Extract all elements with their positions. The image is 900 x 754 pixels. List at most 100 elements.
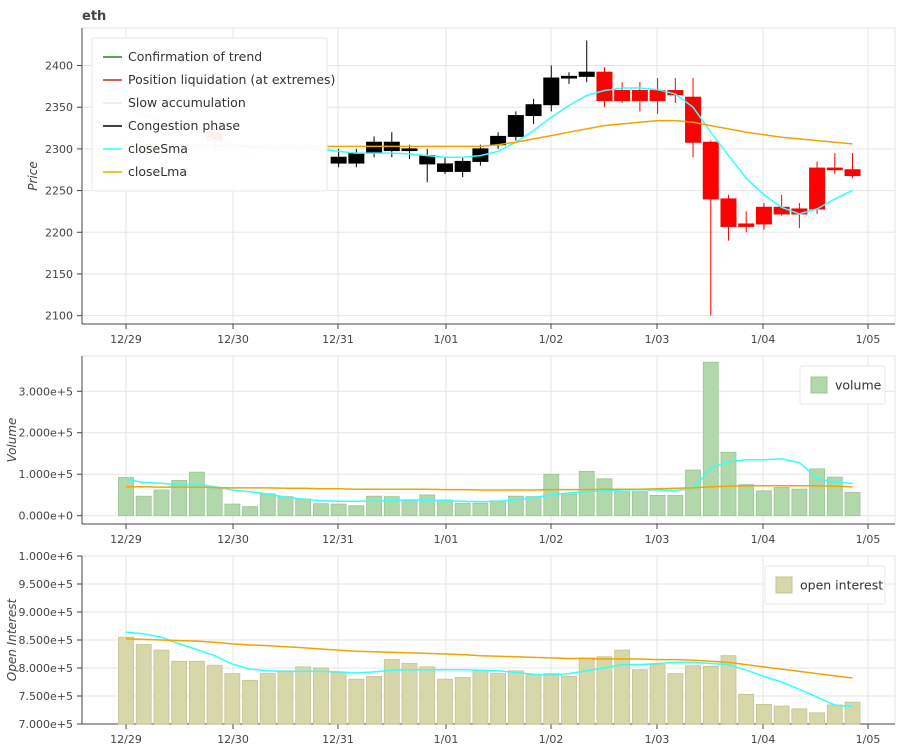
x-tick-label: 1/03: [645, 333, 670, 346]
open-interest-bar: [295, 666, 312, 725]
x-tick-label: 1/04: [751, 733, 776, 746]
candle-body: [561, 75, 577, 79]
y-tick-label: 1.000e+5: [19, 468, 73, 481]
open-interest-bar: [313, 667, 329, 725]
volume-bar: [153, 489, 170, 517]
open-interest-bar: [631, 669, 648, 725]
x-tick-label: 1/01: [434, 733, 459, 746]
open-interest-bar: [756, 704, 772, 725]
x-tick-label: 1/01: [434, 533, 459, 546]
open-interest-bar: [702, 665, 719, 725]
candle-body: [685, 96, 702, 143]
open-interest-bar: [188, 660, 205, 725]
x-tick-label: 12/29: [110, 333, 142, 346]
x-tick-label: 1/02: [539, 333, 564, 346]
open-interest-bar: [826, 704, 843, 725]
y-tick-label: 3.000e+5: [19, 385, 73, 398]
x-tick-label: 12/30: [217, 733, 249, 746]
candle-body: [773, 206, 790, 215]
open-interest-bar: [118, 636, 134, 725]
volume-bar: [348, 505, 365, 517]
x-tick-label: 1/02: [539, 533, 564, 546]
candle-body: [702, 141, 719, 200]
volume-bar: [118, 477, 134, 517]
volume-bar: [791, 488, 808, 517]
open-interest-bar: [561, 676, 577, 725]
closeLma-line-volume: [126, 485, 853, 491]
candle-body: [507, 115, 524, 137]
candle-body: [844, 169, 861, 177]
open-interest-bar: [437, 678, 453, 725]
volume-bar: [472, 502, 489, 517]
open-interest-legend: [764, 565, 886, 605]
open-interest-bar: [171, 660, 188, 725]
candle-body: [366, 141, 383, 154]
y-tick-label: 2350: [45, 101, 73, 114]
open-interest-bar: [809, 712, 825, 725]
closeLma-line-oi: [125, 638, 853, 679]
y-tick-label: 2300: [45, 143, 73, 156]
legend-label: Congestion phase: [128, 118, 240, 133]
volume-bar: [171, 480, 188, 517]
open-interest-bar: [135, 644, 152, 725]
volume-bar: [259, 493, 276, 517]
volume-legend: [799, 365, 886, 405]
volume-bar: [525, 496, 542, 517]
candle-body: [631, 90, 648, 102]
closeSma-line-oi: [125, 631, 853, 708]
x-tick-label: 12/30: [217, 333, 249, 346]
volume-bar: [188, 471, 205, 517]
volume-bar: [720, 451, 737, 517]
x-tick-label: 12/31: [322, 533, 354, 546]
candle-body: [809, 167, 826, 210]
x-tick-label: 12/29: [110, 733, 142, 746]
chart-title: eth: [82, 9, 106, 24]
legend-swatch: [810, 376, 828, 394]
volume-bar: [366, 495, 382, 517]
open-interest-bar: [472, 670, 489, 725]
volume-bar: [224, 503, 241, 517]
volume-bar: [738, 484, 755, 517]
volume-bar: [295, 498, 312, 517]
closeSma-line-volume: [125, 458, 853, 503]
volume-bar: [242, 506, 258, 517]
y-tick-label: 9.500e+5: [19, 578, 73, 591]
candle-body: [614, 90, 631, 102]
open-interest-bar: [383, 659, 400, 725]
y-tick-label: 1.000e+6: [19, 550, 73, 563]
candle-body: [755, 206, 772, 225]
open-interest-bar: [596, 656, 613, 725]
legend-label: Slow accumulation: [128, 95, 246, 110]
candle-body: [348, 152, 365, 164]
volume-bar: [135, 495, 152, 517]
y-axis-label: Price: [26, 161, 40, 190]
y-tick-label: 0.000e+0: [19, 510, 73, 523]
open-interest-bar: [153, 649, 170, 725]
y-tick-label: 7.000e+5: [19, 718, 73, 731]
legend-label: Confirmation of trend: [128, 49, 262, 64]
volume-bar: [401, 499, 418, 517]
volume-bar: [578, 470, 595, 517]
volume-bar: [596, 478, 613, 517]
volume-bar: [631, 491, 648, 517]
open-interest-bar: [667, 673, 684, 725]
volume-bar: [454, 502, 471, 517]
open-interest-bar: [490, 673, 507, 725]
x-tick-label: 12/31: [322, 733, 354, 746]
volume-bar: [773, 487, 790, 517]
legend-label: closeSma: [128, 141, 188, 156]
open-interest-bar: [242, 679, 258, 725]
candle-body: [826, 167, 843, 171]
volume-bar: [844, 492, 861, 517]
volume-bar: [330, 503, 347, 517]
volume-bar: [383, 496, 400, 517]
open-interest-bar: [454, 677, 471, 725]
x-tick-label: 12/29: [110, 533, 142, 546]
y-axis-label: Open Interest: [5, 598, 19, 682]
x-tick-label: 12/30: [217, 533, 249, 546]
x-tick-label: 1/03: [645, 733, 670, 746]
y-tick-label: 2250: [45, 185, 73, 198]
candle-body: [543, 77, 560, 106]
open-interest-bar: [773, 705, 790, 725]
y-axis-label: Volume: [5, 418, 19, 463]
